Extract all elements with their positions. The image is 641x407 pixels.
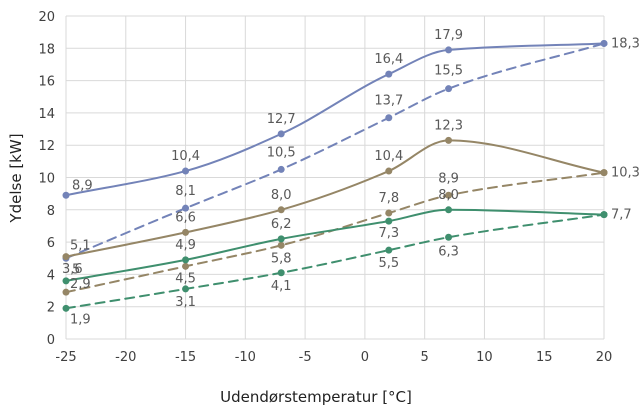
series-group (62, 39, 608, 312)
data-label: 13,7 (374, 94, 403, 109)
data-label: 7,3 (378, 226, 399, 241)
data-label: 8,1 (175, 184, 196, 199)
data-label: 7,7 (611, 208, 632, 223)
y-tick-label: 2 (47, 301, 55, 316)
data-point (62, 253, 70, 261)
data-point (182, 228, 190, 236)
data-point (182, 285, 190, 293)
data-label: 2,9 (70, 277, 91, 292)
data-point (445, 233, 453, 241)
data-point (277, 241, 285, 249)
data-point (277, 235, 285, 243)
data-point (62, 288, 70, 296)
data-label: 8,9 (72, 178, 93, 193)
data-point (600, 169, 608, 177)
x-axis-title: Udendørstemperatur [°C] (220, 388, 412, 406)
data-point (182, 262, 190, 270)
y-tick-label: 10 (38, 172, 55, 187)
data-label: 8,0 (271, 188, 292, 203)
data-point (385, 246, 393, 254)
x-tick-label: -15 (175, 350, 196, 365)
y-tick-labels: 0 2 4 6 8 10 12 14 16 18 20 (38, 10, 55, 348)
data-point (182, 204, 190, 212)
data-point (277, 269, 285, 277)
data-point (62, 277, 70, 285)
data-point (385, 70, 393, 78)
data-label: 12,7 (267, 112, 296, 127)
data-point (445, 191, 453, 199)
data-point (385, 209, 393, 217)
data-label: 4,5 (175, 271, 196, 286)
data-point (445, 206, 453, 214)
series-line-5 (65, 208, 605, 282)
data-label: 3,6 (62, 262, 83, 277)
data-label: 4,9 (175, 238, 196, 253)
data-label: 5,1 (70, 239, 91, 254)
data-point (277, 130, 285, 138)
data-point (385, 114, 393, 122)
data-label: 4,1 (271, 279, 292, 294)
data-point (600, 39, 608, 47)
data-label: 10,5 (267, 145, 296, 160)
series-line-1 (65, 42, 605, 197)
series-line-3 (65, 139, 605, 258)
x-tick-label: 20 (596, 350, 613, 365)
x-tick-labels: -25 -20 -15 -10 -5 0 5 10 15 20 (55, 350, 612, 365)
data-label: 6,6 (175, 210, 196, 225)
data-label: 15,5 (434, 64, 463, 79)
x-tick-label: -5 (299, 350, 312, 365)
data-label: 16,4 (374, 52, 403, 67)
y-tick-label: 20 (38, 10, 55, 25)
data-label: 5 (72, 262, 80, 277)
data-point (385, 167, 393, 175)
y-tick-label: 12 (38, 139, 55, 154)
data-label: 10,3 (611, 166, 640, 181)
data-point (182, 167, 190, 175)
data-label: 3,1 (175, 295, 196, 310)
data-label: 8,9 (438, 171, 459, 186)
x-tick-label: -20 (115, 350, 136, 365)
data-point (445, 85, 453, 93)
y-tick-label: 4 (47, 268, 55, 283)
data-label: 18,3 (611, 36, 640, 51)
series-line-6 (65, 213, 605, 310)
y-tick-label: 14 (38, 107, 55, 122)
x-tick-label: 15 (536, 350, 553, 365)
data-label: 5,5 (378, 256, 399, 271)
x-tick-label: 0 (361, 350, 369, 365)
data-point (62, 191, 70, 199)
y-tick-label: 6 (47, 236, 55, 251)
x-tick-label: -25 (55, 350, 76, 365)
data-label: 17,9 (434, 28, 463, 43)
data-point (277, 206, 285, 214)
data-point (182, 256, 190, 264)
x-tick-label: 5 (421, 350, 429, 365)
data-point (62, 304, 70, 312)
data-label: 5,8 (271, 251, 292, 266)
data-label: 10,4 (374, 149, 403, 164)
data-label: 6,2 (271, 217, 292, 232)
data-label: 6,3 (438, 244, 459, 259)
y-axis-title: Ydelse [kW] (7, 133, 25, 223)
data-point (385, 217, 393, 225)
data-labels: 8,9 10,4 12,7 16,4 17,9 18,3 5 8,1 10,5 13,7 15,5 5… (62, 28, 640, 327)
data-label: 12,3 (434, 118, 463, 133)
x-tick-label: 10 (476, 350, 493, 365)
data-point (600, 211, 608, 219)
data-label: 10,4 (171, 149, 200, 164)
y-tick-label: 16 (38, 75, 55, 90)
data-point (277, 165, 285, 173)
data-point (445, 136, 453, 144)
data-label: 1,9 (70, 312, 91, 327)
x-tick-label: -10 (235, 350, 256, 365)
series-line-2 (65, 42, 605, 260)
y-tick-label: 18 (38, 42, 55, 57)
data-label: 8,0 (438, 188, 459, 203)
data-point (445, 46, 453, 54)
y-tick-label: 0 (47, 333, 55, 348)
y-tick-label: 8 (47, 204, 55, 219)
data-label: 7,8 (378, 191, 399, 206)
